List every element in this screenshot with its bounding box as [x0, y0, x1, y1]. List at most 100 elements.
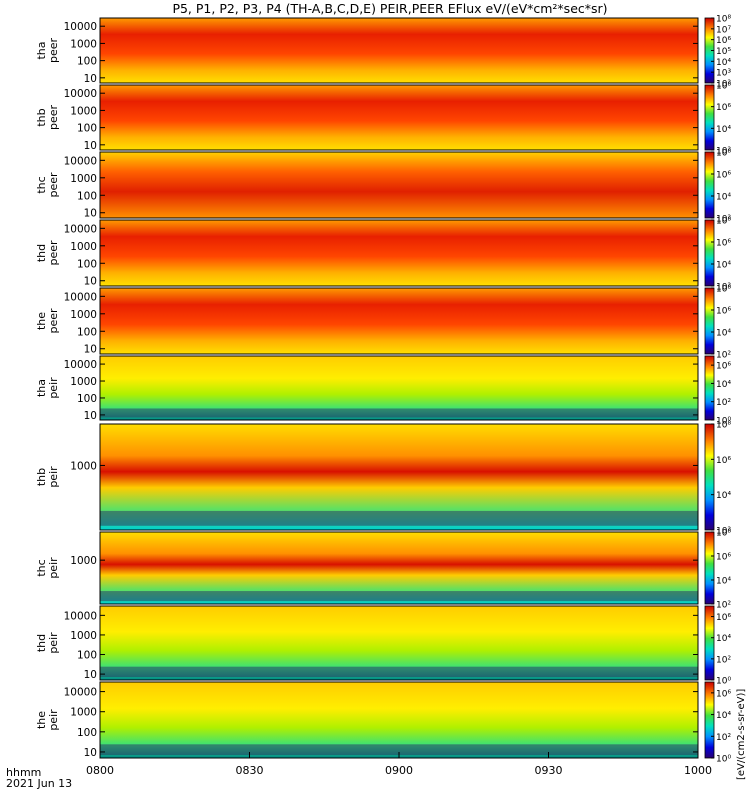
colorbar-tick-label: 10⁴: [716, 329, 731, 339]
panel-label-instrument: peer: [47, 308, 60, 334]
y-tick-label: 100: [77, 650, 97, 662]
colorbar: 10⁸ 10⁶ 10⁴ 10²: [704, 421, 731, 537]
panel-frame: [99, 287, 699, 355]
colorbar-unit-label: [eV/(cm2-s-sr-eV)]: [736, 689, 747, 780]
colorbar-gradient: [704, 219, 715, 287]
colorbar-tick-label: 10²: [716, 527, 731, 537]
panel-label-instrument: peer: [47, 38, 60, 64]
panel-label-probe: tha: [35, 379, 48, 397]
colorbar-tick-label: 10⁸: [716, 82, 731, 92]
y-tick-label: 10000: [64, 21, 97, 33]
colorbar-gradient: [704, 84, 715, 151]
y-tick-label: 1000: [70, 38, 97, 50]
y-tick-label: 1000: [70, 173, 97, 185]
spectrogram-image: [100, 288, 698, 354]
colorbar-tick-label: 10⁴: [716, 711, 731, 721]
colorbar-tick-label: 10⁴: [716, 193, 731, 203]
y-tick-label: 10: [84, 140, 97, 152]
y-tick-label: 100: [77, 727, 97, 739]
colorbar-tick-label: 10⁴: [716, 634, 731, 644]
low-energy-noise-band: [100, 510, 698, 526]
panel-label-instrument: peir: [47, 466, 60, 488]
y-tick-label: 10: [84, 410, 97, 422]
panel-thc-peer: 10000 1000 100 10 thc peer 10⁸ 10⁶ 10⁴ 10²: [35, 149, 731, 225]
y-tick-label: 10000: [64, 88, 97, 100]
colorbar: 10⁸ 10⁶ 10⁴ 10²: [704, 149, 731, 225]
panel-the-peir: 10000 1000 100 10 the peir 10⁶ 10⁴ 10² 10⁰: [35, 681, 731, 765]
x-tick-label: 0900: [385, 764, 413, 777]
colorbar-tick-label: 10⁶: [716, 362, 731, 372]
colorbar: 10⁶ 10⁴ 10² 10⁰: [704, 605, 731, 687]
y-tick-label: 1000: [70, 376, 97, 388]
colorbar-tick-label: 10⁶: [716, 613, 731, 623]
colorbar-tick-label: 10⁵: [716, 47, 731, 57]
y-tick-label: 10: [84, 276, 97, 288]
y-tick-label: 10: [84, 344, 97, 356]
panel-label-probe: thd: [35, 244, 48, 262]
spectrogram-image: [100, 18, 698, 83]
panel-frame: [99, 605, 699, 681]
y-tick-label: 10: [84, 669, 97, 681]
y-tick-label: 10000: [64, 291, 97, 303]
panel-label-probe: the: [35, 312, 48, 330]
colorbar: 10⁸ 10⁶ 10⁴ 10²: [704, 82, 731, 157]
colorbar-tick-label: 10⁴: [716, 491, 731, 501]
y-tick-label: 10000: [64, 610, 97, 622]
panel-tha-peir: 10000 1000 100 10 tha peir 10⁶ 10⁴ 10² 10⁰: [35, 355, 731, 427]
y-tick-label: 100: [77, 258, 97, 270]
colorbar-tick-label: 10⁰: [716, 417, 731, 427]
y-tick-label: 1000: [70, 105, 97, 117]
x-axis-ticks: 0800 0830 0900 0930 1000: [86, 752, 712, 777]
colorbar-tick-label: 10⁶: [716, 103, 731, 113]
colorbar-tick-label: 10³: [716, 69, 731, 79]
colorbar: 10⁶ 10⁴ 10² 10⁰: [704, 355, 731, 427]
panel-the-peer: 10000 1000 100 10 the peer 10⁸ 10⁶ 10⁴ 10²: [35, 285, 731, 361]
colorbar-gradient: [704, 151, 715, 219]
x-tick-label: 1000: [684, 764, 712, 777]
panel-label-probe: thb: [35, 108, 48, 126]
y-tick-label: 1000: [70, 309, 97, 321]
y-tick-label: 100: [77, 326, 97, 338]
colorbar-gradient: [704, 681, 715, 759]
y-tick-label: 10000: [64, 155, 97, 167]
colorbar-tick-label: 10²: [716, 601, 731, 611]
panel-frame: [99, 84, 699, 151]
colorbar-tick-label: 10⁴: [716, 380, 731, 390]
panel-thb-peir: 1000 thb peir 10⁸ 10⁶ 10⁴ 10²: [35, 421, 731, 537]
panel-label-probe: the: [35, 711, 48, 729]
low-energy-noise-band: [100, 666, 698, 678]
x-tick-label: 0930: [535, 764, 563, 777]
spectrogram-image: [100, 220, 698, 286]
colorbar-tick-label: 10²: [716, 351, 731, 361]
colorbar-tick-label: 10⁴: [716, 261, 731, 271]
panel-label-probe: thc: [35, 559, 48, 576]
colorbar-tick-label: 10²: [716, 655, 731, 665]
colorbar-gradient: [704, 605, 715, 681]
colorbar-tick-label: 10²: [716, 398, 731, 408]
colorbar: 10⁸ 10⁶ 10⁴ 10²: [704, 285, 731, 361]
y-tick-label: 100: [77, 56, 97, 68]
panel-label-instrument: peir: [47, 632, 60, 654]
panel-thd-peir: 10000 1000 100 10 thd peir 10⁶ 10⁴ 10² 10⁰: [35, 605, 731, 687]
x-axis-label-hhmm: hhmm: [6, 766, 41, 779]
panel-label-instrument: peer: [47, 240, 60, 266]
panel-frame: [99, 17, 699, 84]
colorbar-tick-label: 10⁷: [716, 25, 731, 35]
colorbar-tick-label: 10²: [716, 283, 731, 293]
figure-title: P5, P1, P2, P3, P4 (TH-A,B,C,D,E) PEIR,P…: [172, 1, 607, 16]
colorbar-tick-label: 10⁶: [716, 36, 731, 46]
panel-frame: [99, 219, 699, 287]
spectrogram-image: [100, 85, 698, 150]
y-tick-label: 10: [84, 73, 97, 85]
colorbar-gradient: [704, 531, 715, 605]
panel-label-probe: tha: [35, 41, 48, 59]
colorbar-tick-label: 10⁴: [716, 58, 731, 68]
colorbar-tick-label: 10⁴: [716, 125, 731, 135]
colorbar-tick-label: 10²: [716, 733, 731, 743]
colorbar: 10⁶ 10⁴ 10² 10⁰: [704, 681, 731, 765]
panel-label-instrument: peer: [47, 105, 60, 131]
panel-thd-peer: 10000 1000 100 10 thd peer 10⁸ 10⁶ 10⁴ 10²: [35, 217, 731, 293]
